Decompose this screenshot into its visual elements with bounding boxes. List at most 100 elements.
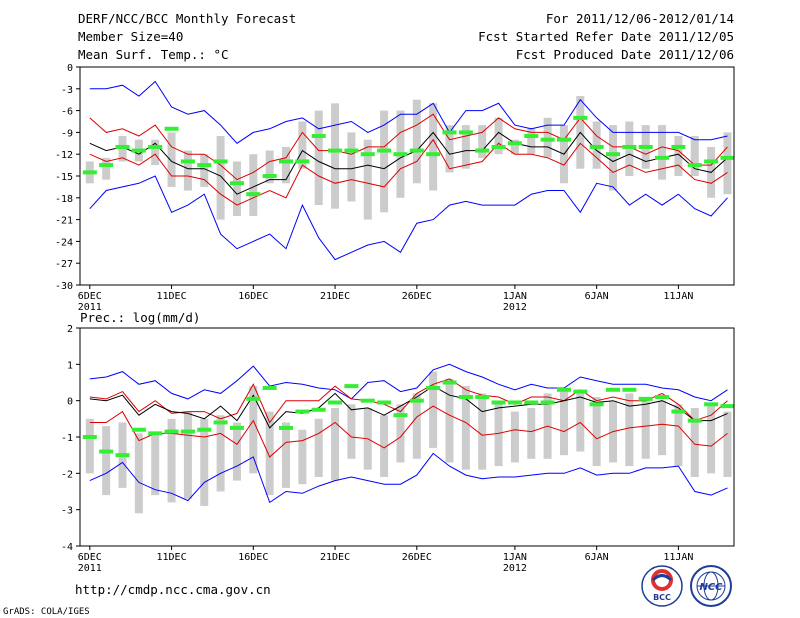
prec-median-day-32	[589, 402, 604, 407]
temp-median-day-5	[148, 144, 163, 149]
temp-xtick-label: 26DEC	[402, 291, 432, 302]
temp-box-day-16	[331, 103, 340, 209]
prec-box-day-6	[167, 418, 176, 503]
temp-median-day-27	[507, 141, 522, 146]
temp-xtick-year: 2011	[78, 302, 102, 313]
source-url: http://cmdp.ncc.cma.gov.cn	[75, 582, 271, 597]
prec-median-day-36	[655, 395, 670, 400]
temp-box-day-26	[494, 117, 503, 155]
prec-box-day-12	[265, 411, 274, 496]
temp-box-day-10	[232, 161, 241, 216]
temp-box-day-7	[183, 150, 192, 191]
temp-box-day-12	[265, 150, 274, 184]
prec-median-day-9	[213, 420, 228, 425]
prec-box-day-27	[510, 411, 519, 463]
prec-median-day-3	[115, 453, 130, 458]
temp-ytick-label: -24	[55, 237, 73, 248]
prec-median-day-18	[360, 398, 375, 403]
temp-box-day-27	[510, 139, 519, 155]
prec-xtick-label: 11JAN	[663, 552, 693, 563]
prec-box-day-10	[232, 422, 241, 481]
prec-xtick-year: 2012	[503, 563, 527, 574]
prec-box-day-30	[559, 389, 568, 456]
temp-median-day-1	[82, 170, 97, 175]
temp-box-day-13	[282, 146, 291, 184]
header-title: DERF/NCC/BCC Monthly Forecast	[78, 11, 296, 26]
prec-xtick-year: 2011	[78, 563, 102, 574]
prec-box-day-40	[723, 411, 732, 477]
prec-median-day-38	[687, 418, 702, 423]
temp-median-day-29	[540, 137, 555, 142]
prec-box-day-28	[527, 407, 536, 459]
prec-xtick-label: 16DEC	[238, 552, 268, 563]
temp-median-day-10	[229, 181, 244, 186]
prec-max-line	[89, 363, 728, 402]
temp-box-day-2	[102, 157, 111, 180]
prec-median-day-11	[246, 396, 261, 401]
prec-lower-line	[89, 405, 728, 458]
temp-box-day-18	[363, 139, 372, 220]
temp-xtick-label: 6DEC	[78, 291, 102, 302]
temp-box-day-15	[314, 110, 323, 206]
temp-median-day-11	[246, 192, 261, 197]
temp-xtick-label: 11DEC	[157, 291, 187, 302]
prec-ytick-label: 2	[67, 324, 73, 335]
prec-box-day-4	[134, 433, 143, 514]
temp-median-day-34	[622, 144, 637, 149]
temp-median-day-12	[262, 174, 277, 178]
temp-box-day-37	[674, 136, 683, 176]
ncc-logo-text: NCC	[699, 582, 723, 593]
temp-xtick-label: 16DEC	[238, 291, 268, 302]
temp-median-day-18	[360, 152, 375, 157]
prec-box-day-39	[707, 404, 716, 474]
temp-ytick-label: -3	[61, 85, 73, 96]
bcc-logo-text: BCC	[653, 593, 671, 602]
temp-median-day-22	[426, 152, 441, 157]
temp-median-day-25	[475, 148, 490, 153]
temp-median-day-9	[213, 159, 228, 164]
temp-box-day-33	[609, 125, 618, 191]
prec-box-day-25	[478, 393, 487, 470]
prec-ytick-label: 0	[67, 397, 73, 408]
prec-box-day-13	[282, 422, 291, 488]
prec-median-day-13	[279, 425, 294, 430]
temp-box-day-9	[216, 136, 225, 220]
prec-median-day-2	[99, 449, 114, 454]
prec-median-day-17	[344, 384, 359, 389]
temp-median-day-14	[295, 159, 310, 164]
prec-median-day-24	[458, 395, 473, 400]
prec-median-day-6	[164, 429, 179, 434]
temp-xtick-year: 2012	[503, 302, 527, 313]
prec-median-day-20	[393, 413, 408, 418]
prec-box-day-24	[461, 386, 470, 470]
prec-median-day-35	[638, 396, 653, 401]
temp-box-day-6	[167, 132, 176, 187]
prec-median-day-27	[507, 400, 522, 405]
prec-box-day-9	[216, 415, 225, 492]
temp-xtick-label: 1JAN	[503, 291, 527, 302]
prec-xtick-label: 11DEC	[157, 552, 187, 563]
header-produced-date: Fcst Produced Date 2011/12/06	[516, 47, 734, 62]
temp-median-day-32	[589, 144, 604, 149]
prec-ytick-label: -4	[61, 542, 73, 553]
prec-box-day-22	[429, 371, 438, 448]
header-start-date: Fcst Started Refer Date 2011/12/05	[478, 29, 734, 44]
temp-median-day-6	[164, 126, 179, 131]
prec-xtick-label: 21DEC	[320, 552, 350, 563]
temp-median-day-28	[524, 134, 539, 139]
prec-box-day-34	[625, 393, 634, 467]
prec-box-day-20	[396, 404, 405, 463]
temp-median-day-17	[344, 148, 359, 153]
temp-mean-line	[89, 131, 728, 195]
prec-mean-line	[89, 385, 728, 429]
temp-ytick-label: -6	[61, 107, 73, 118]
prec-xtick-label: 6DEC	[78, 552, 102, 563]
prec-median-day-10	[229, 425, 244, 430]
prec-median-day-14	[295, 409, 310, 414]
prec-upper-line	[89, 378, 728, 424]
prec-median-day-4	[131, 427, 146, 432]
temp-median-day-31	[573, 115, 588, 120]
header-period: For 2011/12/06-2012/01/14	[546, 11, 734, 26]
prec-box-day-2	[102, 426, 111, 496]
